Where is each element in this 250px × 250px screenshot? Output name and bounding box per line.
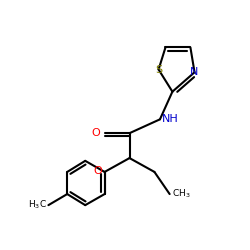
- Text: H$_3$C: H$_3$C: [28, 199, 47, 211]
- Text: S: S: [155, 64, 162, 74]
- Text: CH$_3$: CH$_3$: [172, 188, 191, 200]
- Text: O: O: [94, 166, 102, 176]
- Text: N: N: [190, 67, 199, 77]
- Text: NH: NH: [162, 114, 179, 124]
- Text: O: O: [92, 128, 100, 138]
